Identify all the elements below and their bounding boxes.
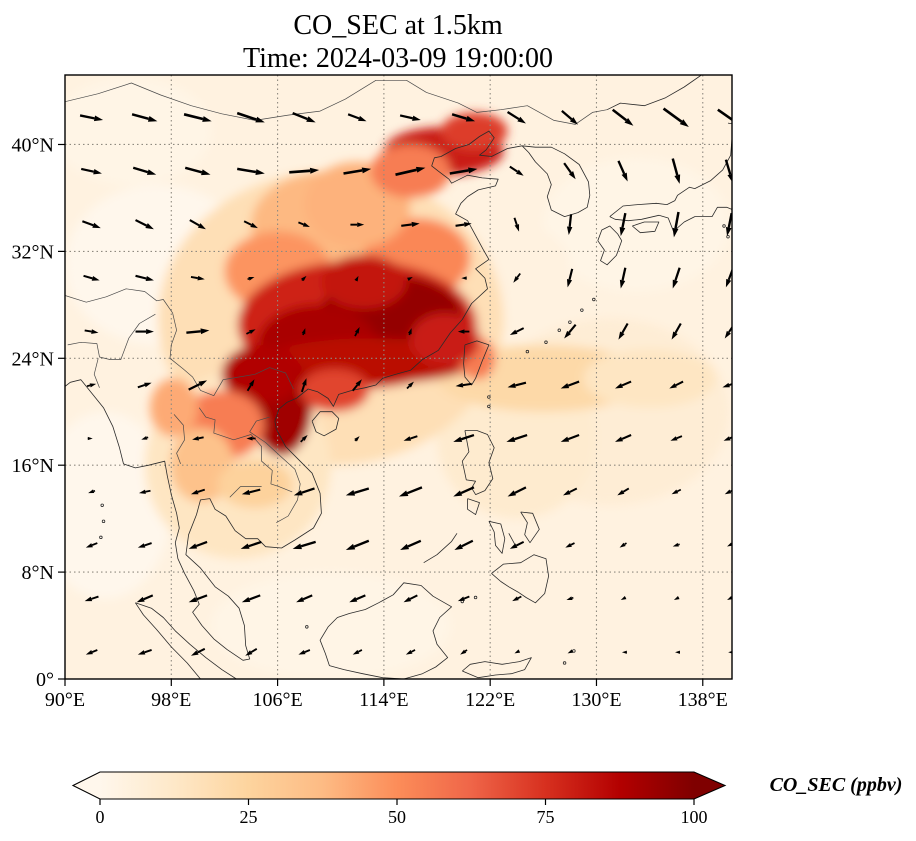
x-tick-label: 106°E [252,689,302,711]
x-tick-label: 90°E [45,689,85,711]
colorbar-tick-label: 75 [537,807,555,827]
x-tick-label: 122°E [465,689,515,711]
y-tick-label: 40°N [12,134,54,156]
plume-blob [321,255,406,308]
y-tick-label: 0° [36,669,54,691]
plume-blob [150,378,198,437]
x-tick-label: 138°E [678,689,728,711]
figure-title: CO_SEC at 1.5km [293,10,502,41]
colorbar-tick-label: 25 [240,807,258,827]
plume-blob [211,572,450,679]
colorbar-tick-label: 0 [96,807,105,827]
colorbar: 0 25 50 75 100 [73,772,725,827]
x-tick-label: 98°E [151,689,191,711]
x-axis: 90°E 98°E 106°E 114°E 122°E 130°E 138°E [45,679,728,711]
colorbar-label: CO_SEC (ppbv) [770,774,903,796]
y-tick-label: 8°N [22,562,54,584]
y-tick-label: 24°N [12,348,54,370]
colorbar-tick-label: 50 [388,807,406,827]
plume-blob [300,369,369,412]
y-axis: 0° 8°N 16°N 24°N 32°N 40°N [12,134,65,691]
colorbar-bar [73,772,725,799]
figure-subtitle: Time: 2024-03-09 19:00:00 [243,43,553,74]
y-tick-label: 16°N [12,455,54,477]
plume-blob [218,460,292,508]
y-tick-label: 32°N [12,241,54,263]
colorbar-tick-label: 100 [681,807,708,827]
x-tick-label: 130°E [571,689,621,711]
plot-area [38,75,740,679]
x-tick-label: 114°E [359,689,408,711]
